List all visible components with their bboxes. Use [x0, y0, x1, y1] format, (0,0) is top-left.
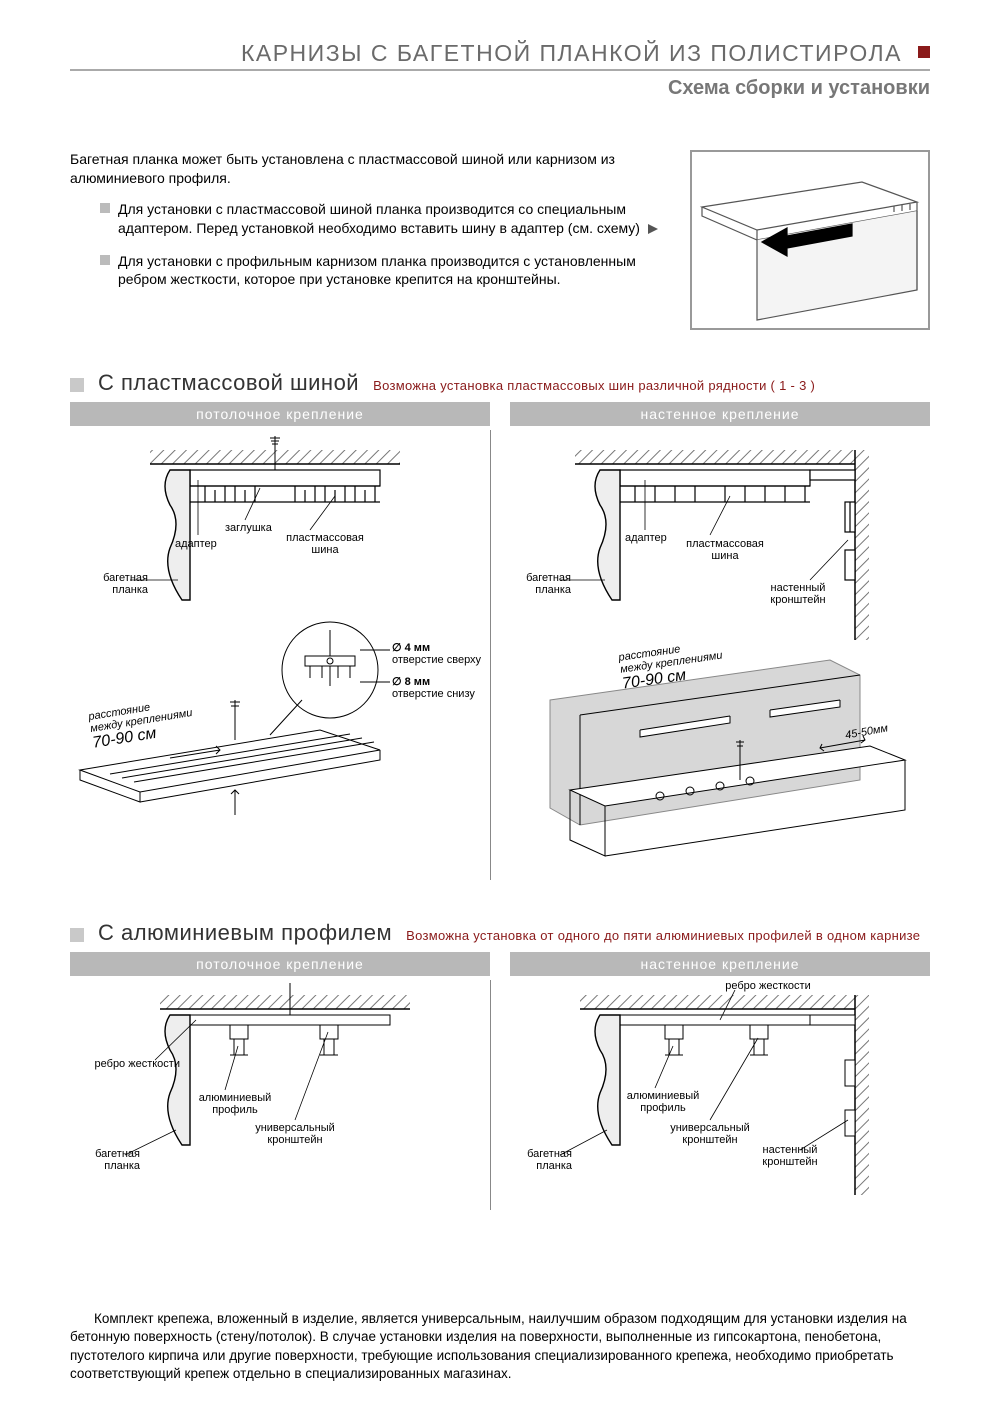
bar-ceiling: потолочное крепление: [70, 402, 490, 426]
label-baguette: багетная планка: [88, 572, 148, 596]
label-adapter: адаптер: [175, 538, 217, 550]
label-wall-bracket: настенный кронштейн: [758, 582, 838, 606]
intro-bullet-1: Для установки с пластмассовой шиной план…: [100, 200, 660, 238]
label-uni-bracket: универсальный кронштейн: [245, 1122, 345, 1146]
panel-plastic-wall: адаптер пластмассовая шина настенный кро…: [510, 430, 930, 880]
section1-bars: потолочное крепление настенное крепление: [70, 402, 930, 426]
header: КАРНИЗЫ С БАГЕТНОЙ ПЛАНКОЙ ИЗ ПОЛИСТИРОЛ…: [70, 40, 930, 71]
label-wall-bracket-2: настенный кронштейн: [750, 1144, 830, 1168]
label-plastic-rail-r: пластмассовая шина: [680, 538, 770, 562]
grey-square-icon: [70, 928, 84, 942]
bar-wall: настенное крепление: [510, 402, 930, 426]
section1-note: Возможна установка пластмассовых шин раз…: [373, 378, 815, 393]
panel-alu-ceiling: ребро жесткости алюминиевый профиль унив…: [70, 980, 490, 1210]
accent-square-icon: [918, 46, 930, 58]
intro-lead: Багетная планка может быть установлена с…: [70, 150, 660, 188]
label-baguette-r: багетная планка: [516, 572, 571, 596]
section-plastic-heading: С пластмассовой шиной Возможна установка…: [70, 370, 930, 396]
label-plug: заглушка: [225, 522, 272, 534]
hero-assembly-diagram: [690, 150, 930, 330]
label-adapter-r: адаптер: [625, 532, 667, 544]
panel-alu-wall: ребро жесткости алюминиевый профиль унив…: [510, 980, 930, 1210]
section2-note: Возможна установка от одного до пяти алю…: [406, 928, 920, 943]
label-plastic-rail: пластмассовая шина: [280, 532, 370, 556]
section2-title: С алюминиевым профилем: [98, 920, 392, 946]
bar2-wall: настенное крепление: [510, 952, 930, 976]
section-alu-heading: С алюминиевым профилем Возможна установк…: [70, 920, 930, 946]
panel-plastic-ceiling: адаптер заглушка пластмассовая шина баге…: [70, 430, 490, 880]
section2-panels: ребро жесткости алюминиевый профиль унив…: [70, 980, 930, 1210]
label-baguette-2r: багетная планка: [514, 1148, 572, 1172]
label-alu-profile: алюминиевый профиль: [190, 1092, 280, 1116]
label-uni-bracket-r: универсальный кронштейн: [660, 1122, 760, 1146]
label-hole-top: ∅ 4 ммотверстие сверху: [392, 642, 481, 666]
section1-title: С пластмассовой шиной: [98, 370, 359, 396]
label-hole-bot: ∅ 8 ммотверстие снизу: [392, 676, 475, 700]
label-baguette-2: багетная планка: [80, 1148, 140, 1172]
section2-bars: потолочное крепление настенное крепление: [70, 952, 930, 976]
section1-panels: адаптер заглушка пластмассовая шина баге…: [70, 430, 930, 880]
label-rib-r: ребро жесткости: [718, 980, 818, 992]
label-rib: ребро жесткости: [90, 1058, 180, 1070]
intro-text: Багетная планка может быть установлена с…: [70, 150, 660, 303]
arrow-right-icon: [648, 224, 658, 234]
footer-note: Комплект крепежа, вложенный в изделие, я…: [70, 1310, 930, 1383]
grey-square-icon: [70, 378, 84, 392]
label-alu-profile-r: алюминиевый профиль: [618, 1090, 708, 1114]
intro-bullet-2: Для установки с профильным карнизом план…: [100, 252, 660, 290]
page-subtitle: Схема сборки и установки: [70, 77, 930, 100]
page-title: КАРНИЗЫ С БАГЕТНОЙ ПЛАНКОЙ ИЗ ПОЛИСТИРОЛ…: [241, 40, 902, 67]
bar2-ceiling: потолочное крепление: [70, 952, 490, 976]
